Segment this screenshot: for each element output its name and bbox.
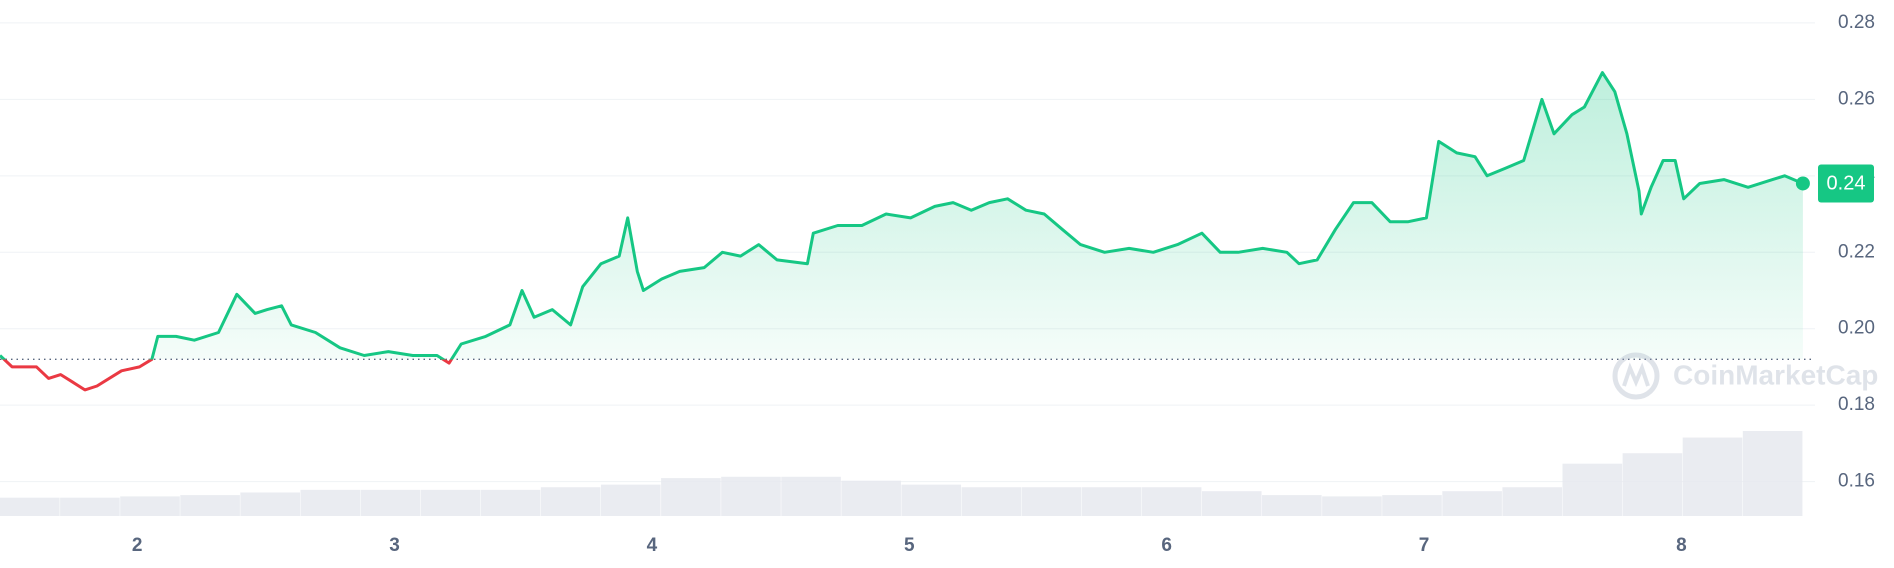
volume-bar xyxy=(961,487,1022,516)
x-tick-label: 6 xyxy=(1161,535,1172,556)
volume-bar xyxy=(1562,463,1623,516)
y-tick-label: 0.28 xyxy=(1838,12,1875,33)
y-tick-label: 0.18 xyxy=(1838,394,1875,415)
volume-bar xyxy=(300,489,361,516)
price-line xyxy=(0,71,1804,392)
price-badge xyxy=(1818,164,1874,203)
y-tick-label: 0.26 xyxy=(1838,88,1875,109)
y-tick-label: 0.20 xyxy=(1838,318,1875,339)
volume-bar xyxy=(120,496,180,516)
volume-bar xyxy=(841,480,901,516)
volume-bar xyxy=(540,487,601,516)
x-tick-label: 5 xyxy=(904,535,915,556)
volume-bar xyxy=(480,489,541,516)
volume-bar xyxy=(1682,437,1743,516)
volume-bar xyxy=(1201,491,1262,516)
price-badge-label: 0.24 xyxy=(1827,173,1866,195)
watermark: CoinMarketCap xyxy=(1612,352,1878,400)
volume-bar xyxy=(1382,495,1442,516)
volume-bar xyxy=(721,476,781,516)
volume-bar xyxy=(1622,453,1683,516)
y-tick-label: 0.16 xyxy=(1838,471,1875,492)
volume-bar xyxy=(1021,487,1082,516)
last-point xyxy=(1795,176,1810,191)
price-area xyxy=(0,72,1803,360)
volume-bar xyxy=(60,497,120,516)
volume-bar xyxy=(661,478,721,516)
volume-bar xyxy=(600,484,661,516)
volume-bar xyxy=(1141,487,1202,516)
volume-bar xyxy=(0,497,60,516)
volume-bar xyxy=(1502,487,1563,516)
volume-bar xyxy=(180,495,240,516)
watermark-logo xyxy=(1612,352,1660,400)
volume-bar xyxy=(1322,496,1382,516)
x-tick-label: 8 xyxy=(1676,535,1687,556)
volume-bar xyxy=(1442,491,1502,516)
x-tick-label: 2 xyxy=(132,535,143,556)
watermark-text: CoinMarketCap xyxy=(1673,359,1878,390)
y-tick-label: 0.22 xyxy=(1838,241,1875,262)
volume-bar xyxy=(1742,431,1803,516)
x-tick-label: 3 xyxy=(389,535,400,556)
watermark-logo-m xyxy=(1622,362,1650,388)
volume-bar xyxy=(240,492,300,516)
volume-bar xyxy=(781,476,841,516)
volume-bar xyxy=(360,489,421,516)
x-tick-label: 7 xyxy=(1419,535,1430,556)
volume-bar xyxy=(1262,495,1322,516)
volume-bar xyxy=(901,484,962,516)
x-tick-label: 4 xyxy=(647,535,658,556)
volume-bar xyxy=(420,489,481,516)
volume-bar xyxy=(1081,487,1142,516)
